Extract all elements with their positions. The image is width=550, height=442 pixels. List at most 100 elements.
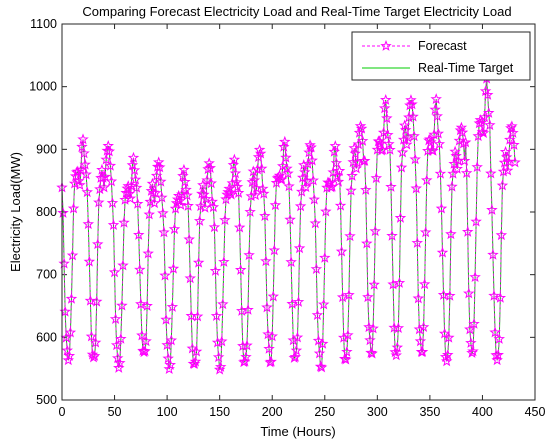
forecast-point: [459, 136, 472, 148]
forecast-point: [443, 331, 455, 343]
forecast-point: [291, 331, 304, 343]
forecast-point: [393, 277, 406, 288]
forecast-point: [164, 358, 176, 370]
forecast-point: [504, 133, 516, 145]
forecast-point: [416, 345, 429, 357]
forecast-point: [329, 140, 342, 151]
forecast-point: [100, 153, 112, 165]
forecast-point: [212, 351, 225, 363]
forecast-point: [149, 187, 162, 199]
forecast-point: [303, 146, 315, 158]
forecast-point: [111, 352, 124, 364]
forecast-point: [127, 151, 140, 163]
forecast-point: [140, 335, 152, 347]
forecast-point: [430, 93, 442, 105]
forecast-point: [81, 186, 93, 198]
forecast-point: [506, 120, 518, 132]
forecast-point: [133, 228, 145, 240]
forecast-point: [382, 129, 394, 140]
forecast-point: [468, 317, 480, 329]
forecast-point: [360, 184, 372, 195]
forecast-point: [316, 337, 329, 349]
forecast-point: [410, 182, 422, 194]
forecast-point: [447, 167, 459, 179]
forecast-point: [399, 124, 412, 136]
forecast-point: [333, 164, 346, 176]
forecast-point: [181, 189, 193, 201]
forecast-point: [231, 180, 244, 192]
forecast-point: [425, 136, 437, 148]
forecast-point: [445, 228, 457, 240]
forecast-point: [450, 150, 462, 161]
forecast-point: [184, 272, 196, 284]
forecast-point: [65, 292, 78, 304]
forecast-point: [465, 337, 477, 348]
forecast-point: [417, 321, 430, 333]
forecast-point: [110, 339, 123, 351]
forecast-point: [314, 360, 327, 372]
forecast-point: [279, 135, 291, 147]
forecast-point: [109, 313, 122, 325]
forecast-point: [361, 237, 373, 249]
forecast-point: [244, 205, 256, 217]
forecast-point: [189, 355, 202, 367]
x-tick-label: 450: [525, 405, 546, 419]
plot-area: [62, 24, 535, 400]
forecast-point: [160, 313, 172, 325]
forecast-point: [431, 110, 443, 122]
forecast-point: [476, 125, 489, 137]
forecast-point: [216, 335, 228, 347]
forecast-point: [409, 153, 421, 165]
forecast-point: [358, 154, 371, 166]
forecast-point: [309, 217, 322, 229]
forecast-point: [386, 229, 398, 241]
forecast-point: [118, 216, 130, 228]
forecast-point: [92, 238, 104, 250]
forecast-point: [61, 344, 73, 356]
x-tick-label: 200: [262, 405, 283, 419]
forecast-point: [467, 345, 479, 357]
forecast-point: [370, 172, 383, 184]
forecast-point: [481, 88, 494, 100]
forecast-point: [367, 322, 379, 334]
forecast-point: [343, 289, 355, 300]
forecast-point: [378, 102, 391, 114]
forecast-point: [218, 256, 230, 267]
x-tick-label: 100: [157, 405, 178, 419]
forecast-point: [487, 248, 499, 260]
forecast-point: [419, 226, 432, 238]
forecast-point: [89, 336, 102, 348]
x-tick-label: 0: [59, 405, 66, 419]
forecast-point: [282, 167, 294, 179]
forecast-point: [289, 350, 302, 362]
forecast-point: [179, 175, 191, 187]
forecast-point: [385, 180, 397, 192]
forecast-point: [190, 345, 203, 357]
forecast-point: [300, 181, 312, 193]
forecast-point: [484, 119, 496, 131]
forecast-point: [287, 334, 299, 346]
forecast-point: [248, 174, 261, 186]
forecast-point: [250, 182, 263, 194]
forecast-point: [369, 225, 381, 237]
forecast-point: [477, 127, 490, 139]
forecast-point: [458, 154, 471, 166]
forecast-point: [115, 332, 127, 344]
forecast-point: [495, 229, 508, 241]
y-tick-label: 600: [36, 330, 57, 344]
forecast-point: [234, 263, 247, 275]
forecast-point: [299, 166, 311, 178]
forecast-point: [396, 146, 409, 158]
forecast-point: [178, 163, 190, 175]
forecast-point: [96, 163, 108, 175]
forecast-point: [470, 215, 482, 227]
forecast-point: [261, 301, 273, 313]
forecast-point: [497, 165, 510, 177]
forecast-point: [259, 210, 271, 221]
forecast-point: [156, 191, 168, 203]
forecast-point: [293, 242, 306, 254]
forecast-point: [150, 169, 163, 181]
forecast-point: [501, 164, 514, 176]
forecast-point: [117, 259, 129, 271]
